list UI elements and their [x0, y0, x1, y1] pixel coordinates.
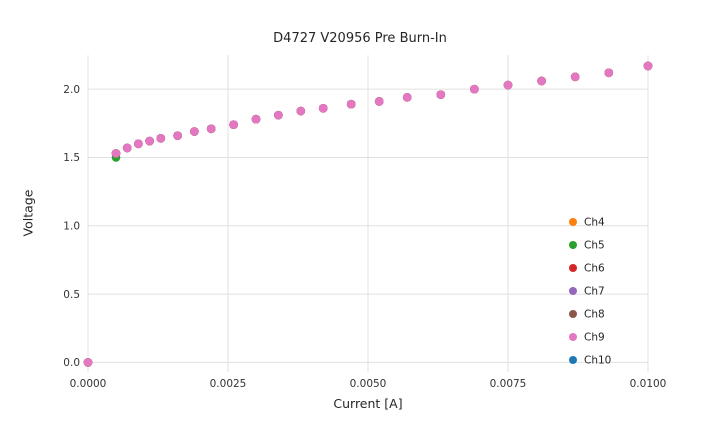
data-point-ch9 — [229, 120, 238, 129]
y-tick-label: 0.5 — [63, 289, 80, 301]
y-tick-label: 0.0 — [63, 357, 80, 369]
legend-label-ch10: Ch10 — [584, 355, 611, 367]
data-point-ch9 — [134, 139, 143, 149]
legend-label-ch6: Ch6 — [584, 263, 605, 275]
data-point-ch9 — [436, 90, 446, 99]
data-point-ch9 — [206, 124, 216, 134]
data-point-ch9 — [470, 84, 479, 94]
data-point-ch9 — [274, 110, 283, 120]
legend-label-ch9: Ch9 — [584, 332, 605, 344]
data-point-ch9 — [190, 127, 199, 136]
x-tick-label: 0.0075 — [490, 378, 527, 390]
data-point-ch9 — [145, 136, 154, 146]
data-point-ch9 — [173, 131, 182, 140]
data-point-ch9 — [402, 93, 412, 102]
legend-label-ch8: Ch8 — [584, 309, 605, 321]
data-point-ch9 — [604, 68, 614, 78]
legend-marker-ch10 — [569, 356, 577, 364]
y-tick-label: 2.0 — [63, 84, 80, 96]
data-point-ch9 — [296, 106, 306, 116]
data-point-ch9 — [374, 97, 384, 106]
data-point-ch9 — [318, 103, 328, 113]
data-point-ch9 — [251, 114, 261, 124]
legend-label-ch7: Ch7 — [584, 286, 605, 298]
data-point-ch9 — [570, 72, 580, 82]
legend-label-ch5: Ch5 — [584, 240, 605, 252]
legend-marker-ch4 — [569, 218, 577, 226]
data-point-ch9 — [156, 134, 166, 143]
data-point-ch9 — [346, 99, 356, 109]
legend-marker-ch6 — [569, 264, 577, 272]
y-tick-label: 1.0 — [63, 220, 80, 232]
legend-marker-ch7 — [569, 287, 577, 295]
data-point-ch9 — [503, 80, 513, 90]
data-point-ch9 — [83, 358, 93, 367]
x-tick-label: 0.0100 — [630, 378, 667, 390]
data-point-ch9 — [537, 76, 546, 86]
legend-marker-ch9 — [569, 333, 577, 341]
x-tick-label: 0.0050 — [350, 378, 387, 390]
data-point-ch9 — [122, 143, 132, 153]
legend-marker-ch5 — [569, 241, 577, 249]
x-axis-label: Current [A] — [333, 396, 403, 411]
x-tick-label: 0.0000 — [70, 378, 107, 390]
legend-marker-ch8 — [569, 310, 577, 318]
data-point-ch9 — [643, 61, 653, 71]
data-point-ch9 — [111, 149, 121, 158]
chart-title: D4727 V20956 Pre Burn-In — [273, 31, 447, 46]
legend-label-ch4: Ch4 — [584, 217, 605, 229]
x-tick-label: 0.0025 — [210, 378, 247, 390]
y-tick-label: 1.5 — [63, 152, 80, 164]
